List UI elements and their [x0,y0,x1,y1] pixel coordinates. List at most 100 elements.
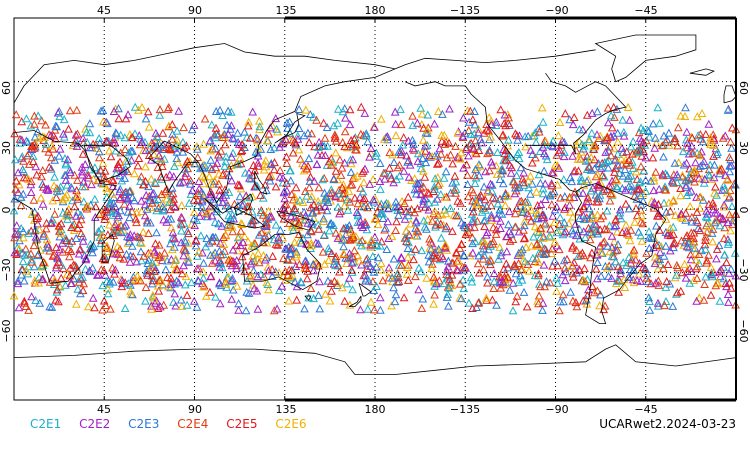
triangle-icon [424,257,434,266]
triangle-icon [511,297,521,306]
triangle-icon [132,232,142,241]
triangle-icon [125,201,134,210]
triangle-icon [160,248,169,257]
triangle-icon [595,131,605,140]
triangle-icon [345,105,355,114]
triangle-icon [254,230,264,239]
triangle-icon [430,197,440,206]
triangle-icon [150,246,159,255]
triangle-icon [584,155,594,164]
triangle-icon [216,146,226,155]
triangle-icon [710,160,719,169]
triangle-icon [264,285,273,294]
triangle-icon [340,127,350,136]
triangle-icon [537,103,547,112]
triangle-icon [390,297,400,306]
triangle-icon [399,166,409,175]
triangle-icon [661,214,671,223]
triangle-icon [596,163,606,172]
triangle-icon [526,145,536,154]
triangle-icon [430,174,440,183]
triangle-icon [333,118,343,127]
triangle-icon [158,198,167,207]
triangle-icon [373,220,383,229]
coastline-segment [348,295,362,308]
triangle-icon [342,279,352,288]
triangle-icon [451,188,460,197]
triangle-icon [166,205,175,214]
triangle-icon [408,144,418,153]
triangle-icon [664,128,674,137]
triangle-icon [372,240,382,249]
triangle-icon [718,185,727,194]
triangle-icon [179,123,189,132]
triangle-icon [309,266,318,275]
triangle-icon [727,201,737,210]
triangle-icon [603,163,613,172]
triangle-icon [201,242,211,251]
triangle-icon [436,189,446,198]
triangle-icon [596,214,606,223]
triangle-icon [159,144,168,153]
triangle-icon [269,165,279,174]
triangle-icon [602,263,612,272]
triangle-icon [365,179,375,188]
triangle-icon [114,104,123,113]
triangle-icon [322,206,332,215]
triangle-icon [607,181,616,190]
triangle-icon [356,305,365,314]
triangle-icon [245,133,255,142]
triangle-icon [479,265,488,274]
triangle-icon [126,251,135,260]
triangle-icon [162,185,172,194]
triangle-icon [592,274,602,283]
triangle-icon [78,182,87,191]
triangle-icon [55,144,65,153]
triangle-icon [346,225,355,234]
triangle-icon [90,212,100,221]
triangle-icon [402,151,411,160]
triangle-icon [505,236,515,245]
triangle-icon [116,227,126,236]
triangle-icon [267,212,276,221]
triangle-icon [483,272,492,281]
triangle-icon [47,141,57,150]
triangle-icon [409,255,418,264]
triangle-icon [52,287,62,296]
triangle-icon [23,262,33,271]
triangle-icon [664,198,674,207]
triangle-icon [344,221,354,230]
triangle-icon [323,141,332,150]
triangle-icon [194,188,203,197]
triangle-icon [359,178,369,187]
triangle-icon [395,171,404,180]
triangle-icon [719,202,729,211]
triangle-icon [346,228,355,237]
triangle-icon [533,214,543,223]
triangle-icon [112,218,122,227]
triangle-icon [443,289,453,298]
triangle-icon [371,151,381,160]
triangle-icon [348,285,357,294]
triangle-icon [598,211,608,220]
triangle-icon [584,223,593,232]
triangle-icon [191,235,201,244]
triangle-icon [519,287,529,296]
triangle-icon [108,176,118,185]
triangle-icon [73,194,83,203]
triangle-icon [611,216,620,225]
triangle-icon [584,204,594,213]
triangle-icon [177,301,187,310]
triangle-icon [500,272,509,281]
triangle-icon [123,195,132,204]
triangle-icon [73,190,82,199]
triangle-icon [634,227,643,236]
triangle-icon [103,289,113,298]
triangle-icon [678,213,687,222]
triangle-icon [595,190,605,199]
triangle-icon [695,226,705,235]
triangle-icon [240,231,249,240]
triangle-icon [482,125,492,134]
triangle-icon [681,103,690,112]
triangle-icon [713,147,723,156]
